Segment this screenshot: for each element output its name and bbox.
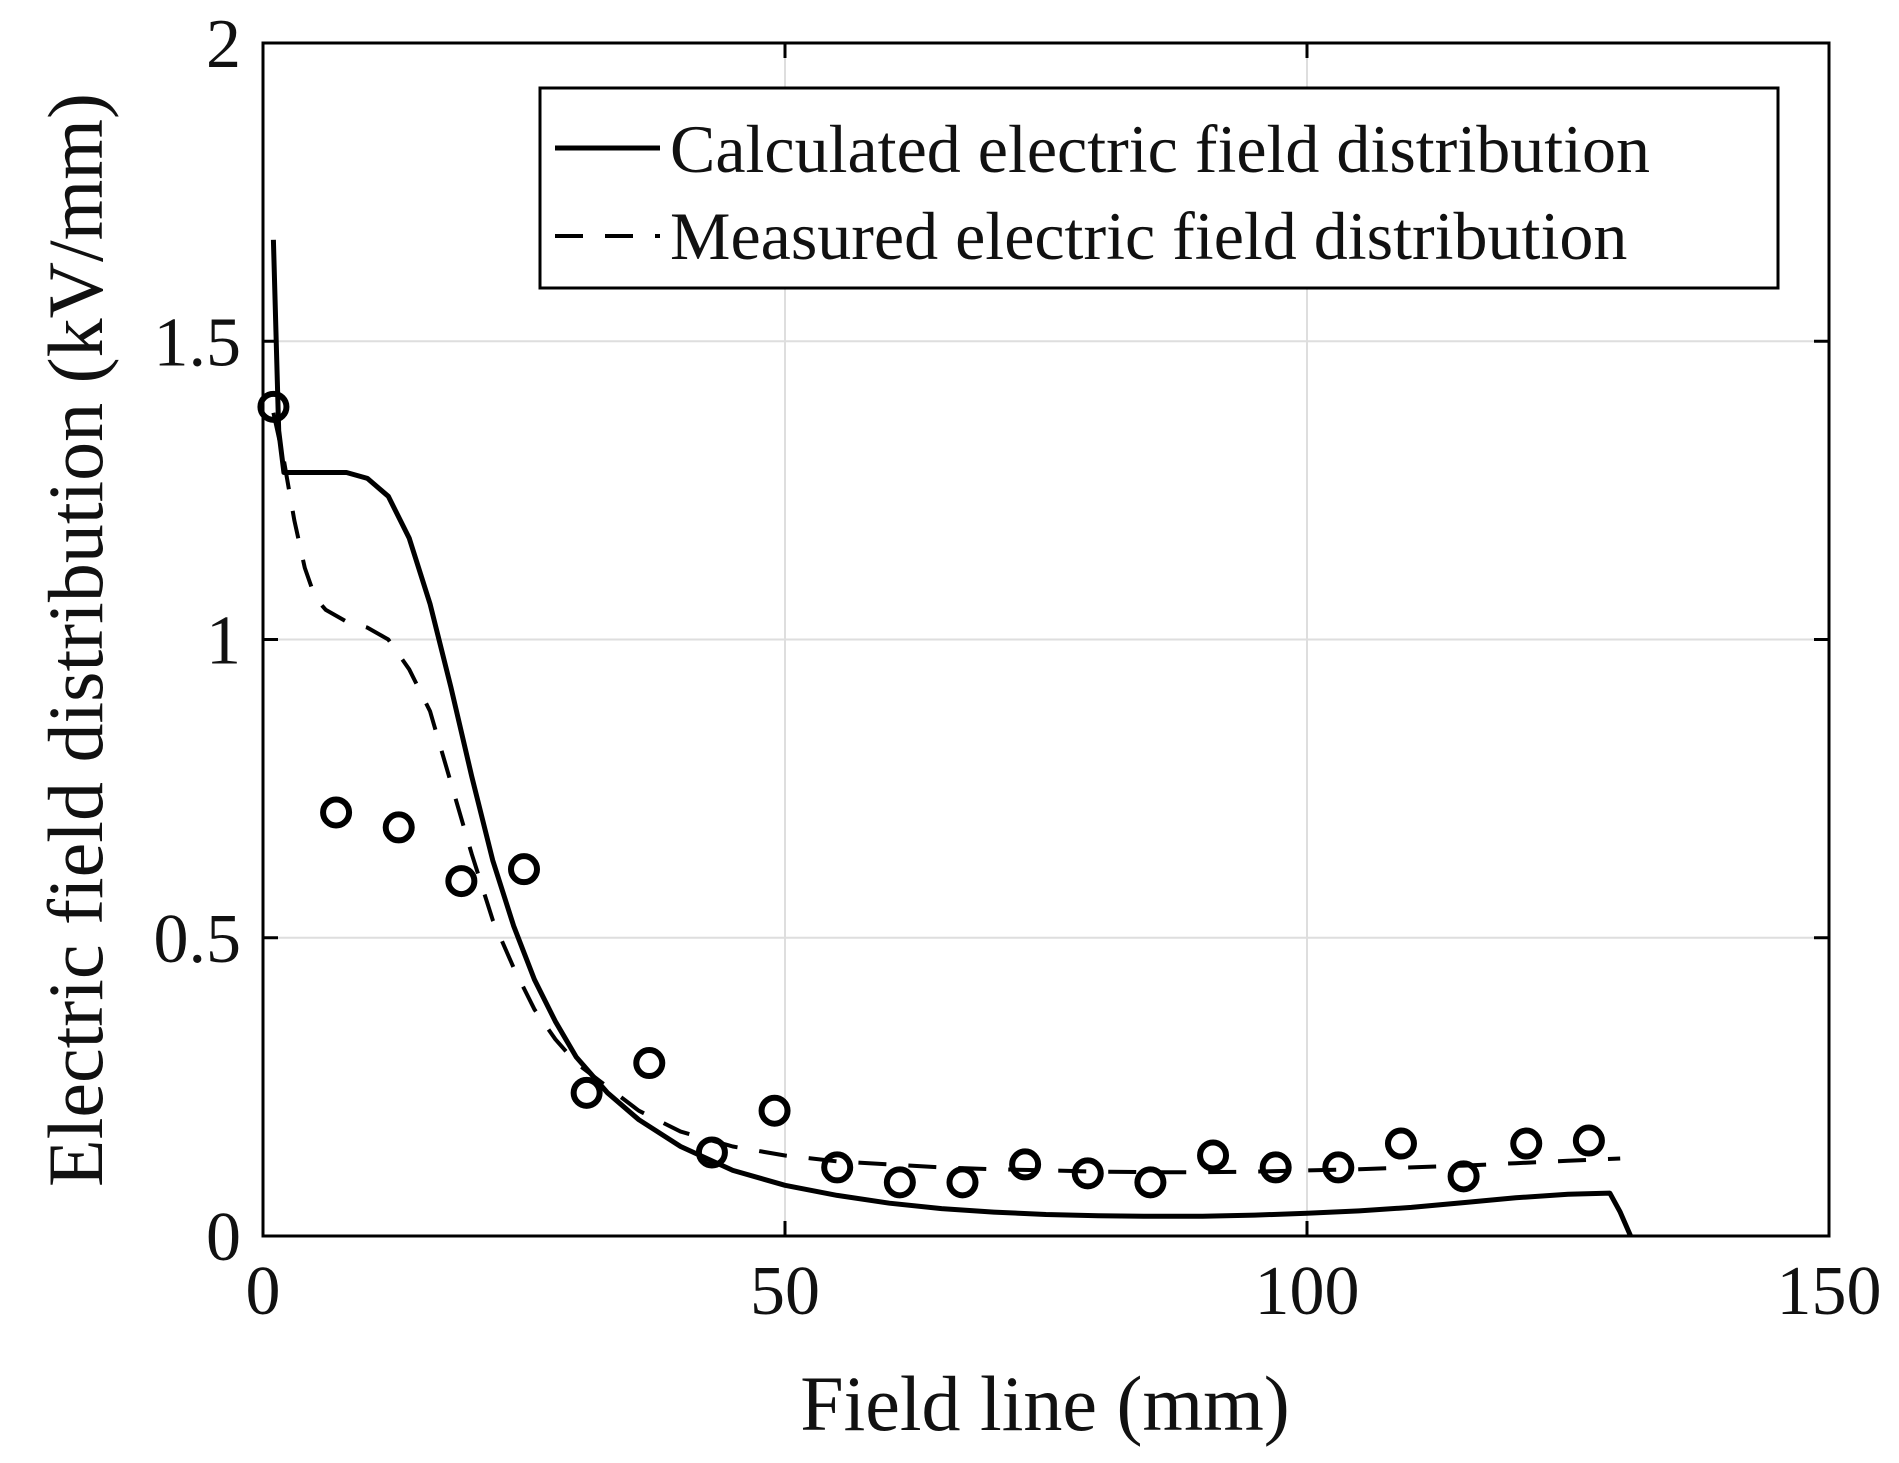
data-point-marker <box>382 811 415 844</box>
label-layer: 0 50 100 150 0 0.5 1 1.5 2 <box>154 6 1882 1330</box>
y-tick-label: 0 <box>206 1199 241 1276</box>
data-point-marker <box>758 1094 791 1127</box>
data-point-marker <box>883 1166 916 1199</box>
legend: Calculated electric field distribution M… <box>538 86 1780 290</box>
y-tick-label: 2 <box>206 6 241 83</box>
y-axis-title: Electric field distribution (kV/mm) <box>32 93 119 1187</box>
data-point-marker <box>1572 1124 1605 1157</box>
data-point-marker <box>1259 1151 1292 1184</box>
data-point-marker <box>1447 1160 1480 1193</box>
y-tick-label: 1 <box>206 603 241 680</box>
x-tick-label: 0 <box>246 1253 281 1330</box>
legend-box <box>538 86 1780 290</box>
data-point-marker <box>445 865 478 898</box>
data-point-marker <box>1197 1139 1230 1172</box>
data-point-marker <box>320 796 353 829</box>
y-tick-label: 1.5 <box>154 304 242 381</box>
plot-frame <box>261 41 1831 1238</box>
data-point-marker <box>570 1076 603 1109</box>
data-point-marker <box>821 1151 854 1184</box>
data-point-marker <box>257 390 290 423</box>
data-point-marker <box>508 853 540 886</box>
x-tick-label: 100 <box>1255 1253 1360 1330</box>
data-point-marker <box>1322 1151 1355 1184</box>
data-point-marker <box>1134 1166 1167 1199</box>
data-point-marker <box>946 1166 979 1199</box>
x-tick-label: 150 <box>1777 1253 1882 1330</box>
y-tick-label: 0.5 <box>154 901 242 978</box>
series-layer <box>257 239 1633 1237</box>
data-point-marker <box>1009 1148 1042 1181</box>
x-tick-label: 50 <box>750 1253 820 1330</box>
x-axis-title: Field line (mm) <box>800 1360 1290 1447</box>
measured-series-line <box>271 412 1621 1175</box>
legend-label-measured: Measured electric field distribution <box>670 198 1627 274</box>
data-point-marker <box>1071 1157 1104 1190</box>
data-point-marker <box>1384 1127 1417 1160</box>
data-point-marker <box>633 1047 666 1080</box>
data-point-marker <box>695 1136 728 1169</box>
calculated-series-line <box>270 239 1633 1237</box>
data-point-marker <box>1510 1127 1543 1160</box>
legend-label-calculated: Calculated electric field distribution <box>670 111 1650 187</box>
